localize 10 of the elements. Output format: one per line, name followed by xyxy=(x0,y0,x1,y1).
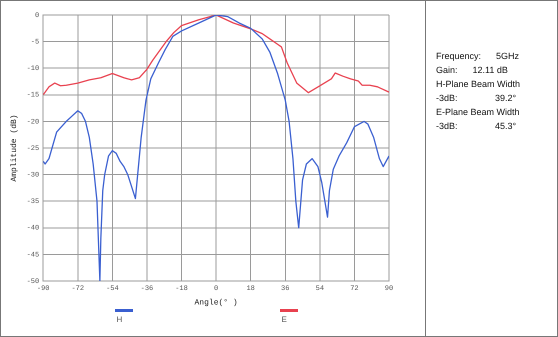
text: -3dB: 39.2° xyxy=(436,92,518,105)
text: Frequency: 5GHz xyxy=(436,50,520,63)
legend-label: H xyxy=(116,315,122,324)
text: E-Plane Beam Width xyxy=(436,106,521,119)
legend-label: E xyxy=(282,315,287,324)
text: Gain: 12.11 dB xyxy=(436,64,509,77)
text: H-Plane Beam Width xyxy=(436,78,522,91)
x-axis-title: Angle(° ) xyxy=(194,298,238,308)
text: -3dB: 45.3° xyxy=(436,120,518,133)
y-axis-title: Amplitude (dB) xyxy=(10,114,19,182)
